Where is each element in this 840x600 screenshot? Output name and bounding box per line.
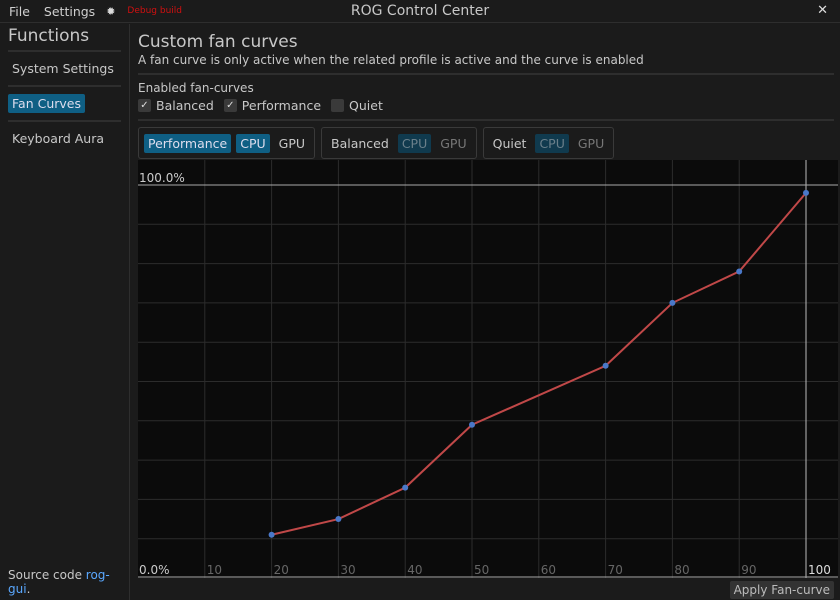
curve-point: [402, 484, 409, 491]
curve-point: [803, 189, 809, 196]
source-suffix: .: [26, 582, 31, 596]
y-max-label: 100.0%: [139, 171, 185, 185]
profile-group-performance: Performance CPU GPU: [138, 127, 316, 159]
cpu-button[interactable]: CPU: [397, 133, 432, 153]
profile-performance-button[interactable]: Performance: [144, 133, 232, 153]
gpu-button[interactable]: GPU: [577, 135, 605, 151]
curve-point: [736, 268, 743, 275]
cpu-button[interactable]: CPU: [535, 133, 569, 153]
curve-point: [669, 299, 676, 306]
menu-file[interactable]: File: [9, 3, 30, 19]
fan-curve-chart[interactable]: 10 20 30 40 50 60 70 80 90 100 100.0% 0.0%: [138, 160, 838, 578]
close-icon[interactable]: ✕: [817, 3, 828, 18]
sidebar-item-system-settings[interactable]: System Settings: [12, 61, 114, 76]
menu-bar: File Settings ✹ Debug build ROG Control …: [0, 0, 840, 23]
source-code: Source code rog-gui.: [8, 568, 129, 596]
source-link[interactable]: rog-gui: [8, 568, 110, 596]
gpu-button[interactable]: GPU: [440, 135, 467, 151]
main-panel: Custom fan curves A fan curve is only ac…: [138, 24, 834, 159]
x-tick-label: 80: [674, 563, 689, 577]
x-tick-label: 10: [207, 563, 222, 577]
apply-fan-curve-button[interactable]: Apply Fan-curve: [729, 581, 834, 599]
checkbox-label: Performance: [241, 98, 322, 113]
debug-label: Debug build: [127, 6, 183, 16]
x-tick-label: 100: [808, 563, 831, 577]
divider: [8, 120, 121, 122]
menu-settings[interactable]: Settings: [43, 3, 96, 19]
chart-svg[interactable]: 10 20 30 40 50 60 70 80 90 100 100.0% 0.0%: [138, 160, 838, 578]
checkbox-label: Quiet: [349, 98, 383, 113]
page-description: A fan curve is only active when the rela…: [138, 53, 644, 67]
page-title: Custom fan curves: [138, 32, 298, 52]
curve-point: [268, 531, 275, 538]
profile-balanced-button[interactable]: Balanced: [331, 135, 389, 151]
curve-point: [469, 421, 475, 428]
checkbox-label: Balanced: [156, 98, 214, 113]
fan-curve-line: [271, 192, 807, 536]
curve-point: [602, 362, 609, 369]
sidebar-item-fan-curves[interactable]: Fan Curves: [8, 94, 85, 113]
x-tick-label: 50: [474, 563, 489, 577]
window-title: ROG Control Center: [350, 3, 490, 19]
profile-group-balanced: Balanced CPU GPU: [321, 127, 477, 159]
checkbox-balanced[interactable]: ✓: [138, 99, 151, 112]
gpu-button[interactable]: GPU: [278, 135, 306, 151]
divider: [8, 50, 121, 52]
divider: [138, 73, 834, 75]
sun-icon[interactable]: ✹: [106, 4, 116, 18]
profile-group-quiet: Quiet CPU GPU: [482, 127, 615, 159]
enabled-label: Enabled fan-curves: [138, 81, 254, 95]
x-tick-label: 70: [608, 563, 623, 577]
divider: [8, 85, 121, 87]
x-tick-label: 60: [541, 563, 556, 577]
y-min-label: 0.0%: [139, 563, 170, 577]
curve-point: [335, 516, 342, 523]
x-tick-label: 40: [407, 563, 422, 577]
divider: [138, 119, 834, 121]
checkbox-quiet[interactable]: [331, 99, 345, 112]
cpu-button[interactable]: CPU: [236, 133, 270, 153]
x-tick-label: 90: [741, 563, 756, 577]
profile-quiet-button[interactable]: Quiet: [492, 135, 527, 151]
x-tick-label: 20: [274, 563, 289, 577]
x-tick-label: 30: [340, 563, 355, 577]
sidebar-item-keyboard-aura[interactable]: Keyboard Aura: [12, 131, 105, 146]
sidebar: Functions System Settings Fan Curves Key…: [0, 24, 130, 600]
checkbox-performance[interactable]: ✓: [223, 99, 237, 112]
sidebar-title: Functions: [8, 26, 90, 46]
source-label: Source code: [8, 568, 86, 582]
